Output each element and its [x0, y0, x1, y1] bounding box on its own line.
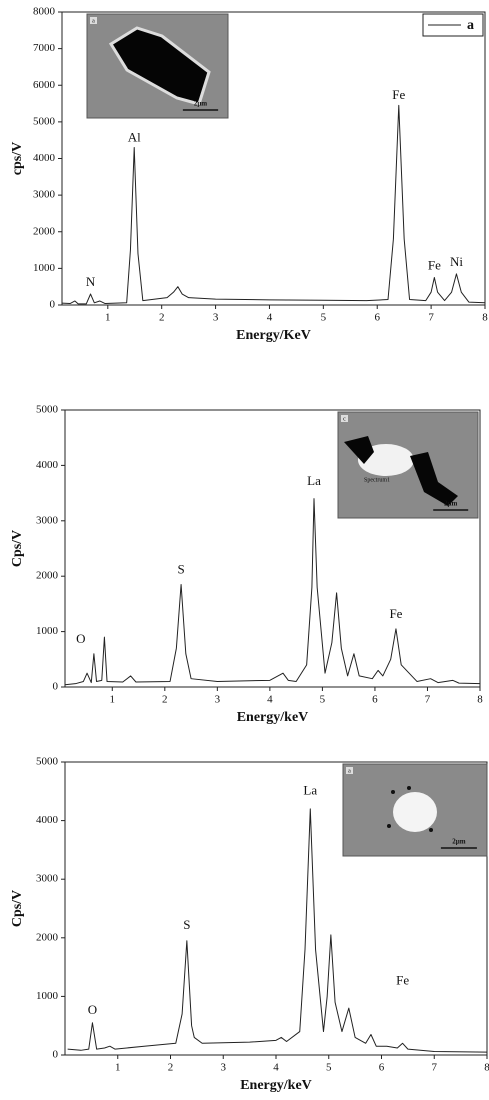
peak-label: N	[86, 274, 96, 289]
x-tick-label: 5	[326, 1062, 332, 1074]
inset-tag: c	[343, 416, 346, 422]
x-tick-label: 7	[425, 694, 431, 706]
y-tick-label: 6000	[33, 79, 56, 91]
x-tick-label: 6	[372, 694, 378, 706]
y-tick-label: 5000	[36, 404, 59, 416]
inclusion	[407, 786, 411, 790]
scale-label: 2μm	[452, 838, 465, 846]
y-tick-label: 5000	[36, 756, 59, 768]
inclusion	[387, 824, 391, 828]
x-tick-label: 4	[267, 694, 273, 706]
peak-label: La	[307, 473, 321, 488]
x-tick-label: 1	[115, 1062, 121, 1074]
x-tick-label: 4	[267, 312, 273, 324]
chart: 0 1000 2000 3000 4000 5000 1 2 3 4 5 6 7 8 Energy/keV C…	[10, 404, 483, 726]
x-tick-label: 8	[482, 312, 488, 324]
inclusion	[429, 828, 433, 832]
x-axis-title: Energy/KeV	[236, 328, 311, 343]
x-tick-label: 5	[321, 312, 327, 324]
y-tick-label: 4000	[33, 152, 56, 164]
peak-label: S	[177, 562, 184, 577]
y-axis-title: cps/V	[10, 142, 25, 175]
spectrum-line	[61, 104, 486, 305]
inset-tag-box	[346, 767, 353, 774]
y-axis-title: Cps/V	[10, 530, 25, 567]
y-tick-label: 1000	[36, 990, 59, 1002]
particle	[410, 452, 458, 506]
inset-tag: a	[348, 768, 351, 774]
y-tick-label: 7000	[33, 42, 56, 54]
inset-image: a 2μm	[86, 13, 229, 119]
chart: 0 1000 2000 3000 4000 5000 6000 7000 8000 1 2 3 4 5 6 7…	[10, 6, 488, 344]
legend-label: a	[467, 18, 474, 33]
chart: 0 1000 2000 3000 4000 5000 1 2 3 4 5 6 7 8 Energy/keV C…	[10, 756, 489, 1094]
y-tick-label: 0	[50, 299, 56, 311]
y-tick-label: 5000	[33, 115, 56, 127]
y-tick-label: 2000	[36, 931, 59, 943]
inset-tag-box	[341, 415, 348, 422]
scale-label: 2μm	[444, 500, 457, 508]
inclusion	[391, 790, 395, 794]
y-tick-label: 1000	[36, 625, 59, 637]
legend: a	[422, 13, 484, 37]
x-tick-label: 7	[432, 1062, 438, 1074]
plot-frame	[64, 409, 481, 688]
peak-label: Al	[128, 129, 141, 144]
inset-tag-box	[90, 17, 97, 24]
spectrum-line	[64, 498, 481, 686]
inset-image: a 2μm	[342, 763, 488, 857]
peak-label: Fe	[428, 258, 441, 273]
inset-tag: a	[92, 18, 95, 24]
x-tick-label: 6	[374, 312, 380, 324]
x-tick-label: 7	[428, 312, 434, 324]
y-tick-label: 3000	[33, 189, 56, 201]
y-tick-label: 4000	[36, 459, 59, 471]
particle	[108, 26, 211, 106]
x-tick-label: 1	[110, 694, 116, 706]
y-tick-label: 2000	[33, 225, 56, 237]
scale-label: 2μm	[194, 100, 207, 108]
peak-label: Ni	[450, 254, 463, 269]
y-tick-label: 0	[53, 681, 59, 693]
x-tick-label: 2	[159, 312, 165, 324]
x-tick-label: 3	[215, 694, 221, 706]
x-tick-label: 1	[105, 312, 111, 324]
peak-label: Fe	[396, 973, 409, 988]
y-tick-label: 8000	[33, 6, 56, 18]
spectrum-line	[67, 808, 488, 1053]
peak-label: S	[183, 917, 190, 932]
x-tick-label: 2	[162, 694, 168, 706]
x-axis-title: Energy/keV	[240, 1078, 312, 1093]
y-tick-label: 4000	[36, 814, 59, 826]
peak-label: Fe	[392, 87, 405, 102]
peak-label: O	[88, 1002, 97, 1017]
y-tick-label: 1000	[33, 262, 56, 274]
y-tick-label: 0	[53, 1049, 59, 1061]
inset-image: Spectrum1 c 2μm	[337, 411, 479, 519]
x-tick-label: 8	[477, 694, 483, 706]
x-tick-label: 3	[221, 1062, 227, 1074]
y-tick-label: 3000	[36, 514, 59, 526]
y-axis-title: Cps/V	[10, 890, 25, 927]
peak-label: Fe	[389, 606, 402, 621]
x-tick-label: 3	[213, 312, 219, 324]
x-tick-label: 5	[320, 694, 326, 706]
x-tick-label: 4	[273, 1062, 279, 1074]
inset-label: Spectrum1	[364, 477, 390, 483]
y-tick-label: 2000	[36, 570, 59, 582]
particle	[393, 792, 437, 832]
x-tick-label: 8	[484, 1062, 489, 1074]
x-tick-label: 2	[168, 1062, 174, 1074]
y-tick-label: 3000	[36, 873, 59, 885]
particle	[344, 436, 374, 464]
peak-label: O	[76, 631, 85, 646]
x-tick-label: 6	[379, 1062, 385, 1074]
peak-label: La	[303, 782, 317, 797]
x-axis-title: Energy/keV	[237, 710, 309, 725]
